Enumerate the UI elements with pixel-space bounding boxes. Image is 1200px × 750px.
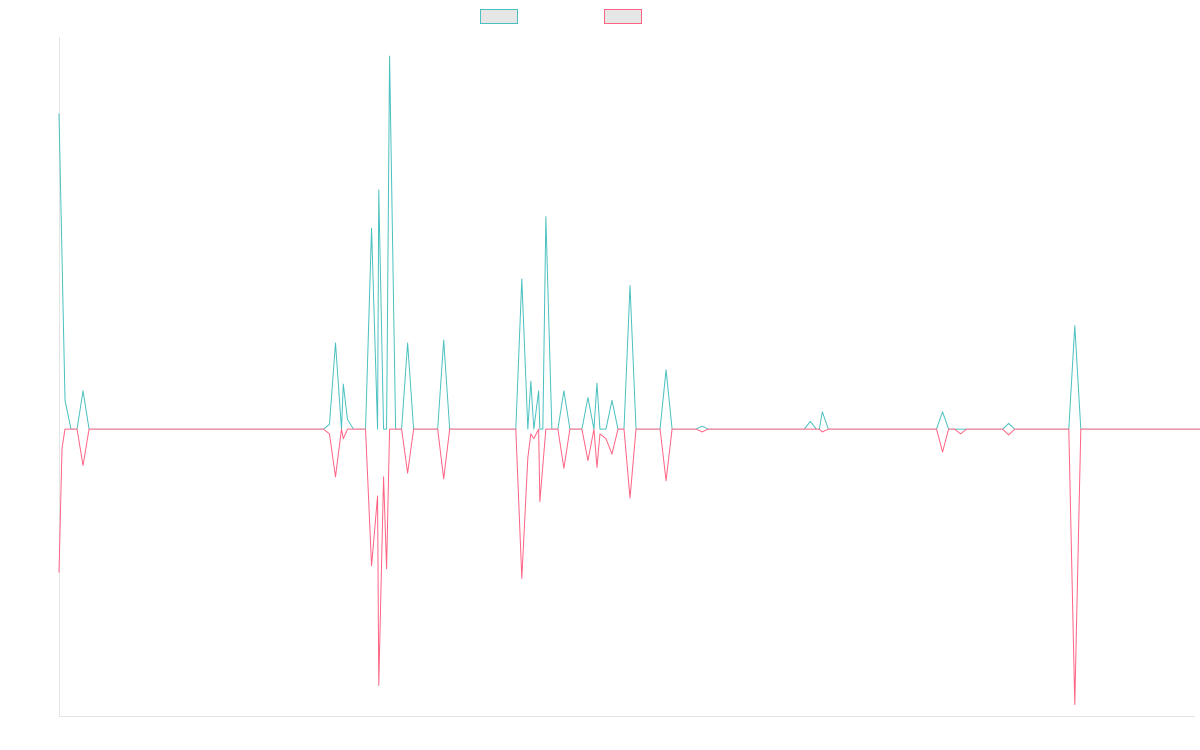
legend-swatch-series-1 (480, 9, 518, 24)
series-layer (58, 55, 1200, 706)
series-line-1 (58, 55, 1200, 430)
series-line-2 (58, 428, 1200, 706)
legend-swatch-series-2 (604, 9, 642, 24)
legend (0, 9, 1200, 27)
legend-item-series-1[interactable] (480, 9, 524, 24)
legend-item-series-2[interactable] (604, 9, 648, 24)
